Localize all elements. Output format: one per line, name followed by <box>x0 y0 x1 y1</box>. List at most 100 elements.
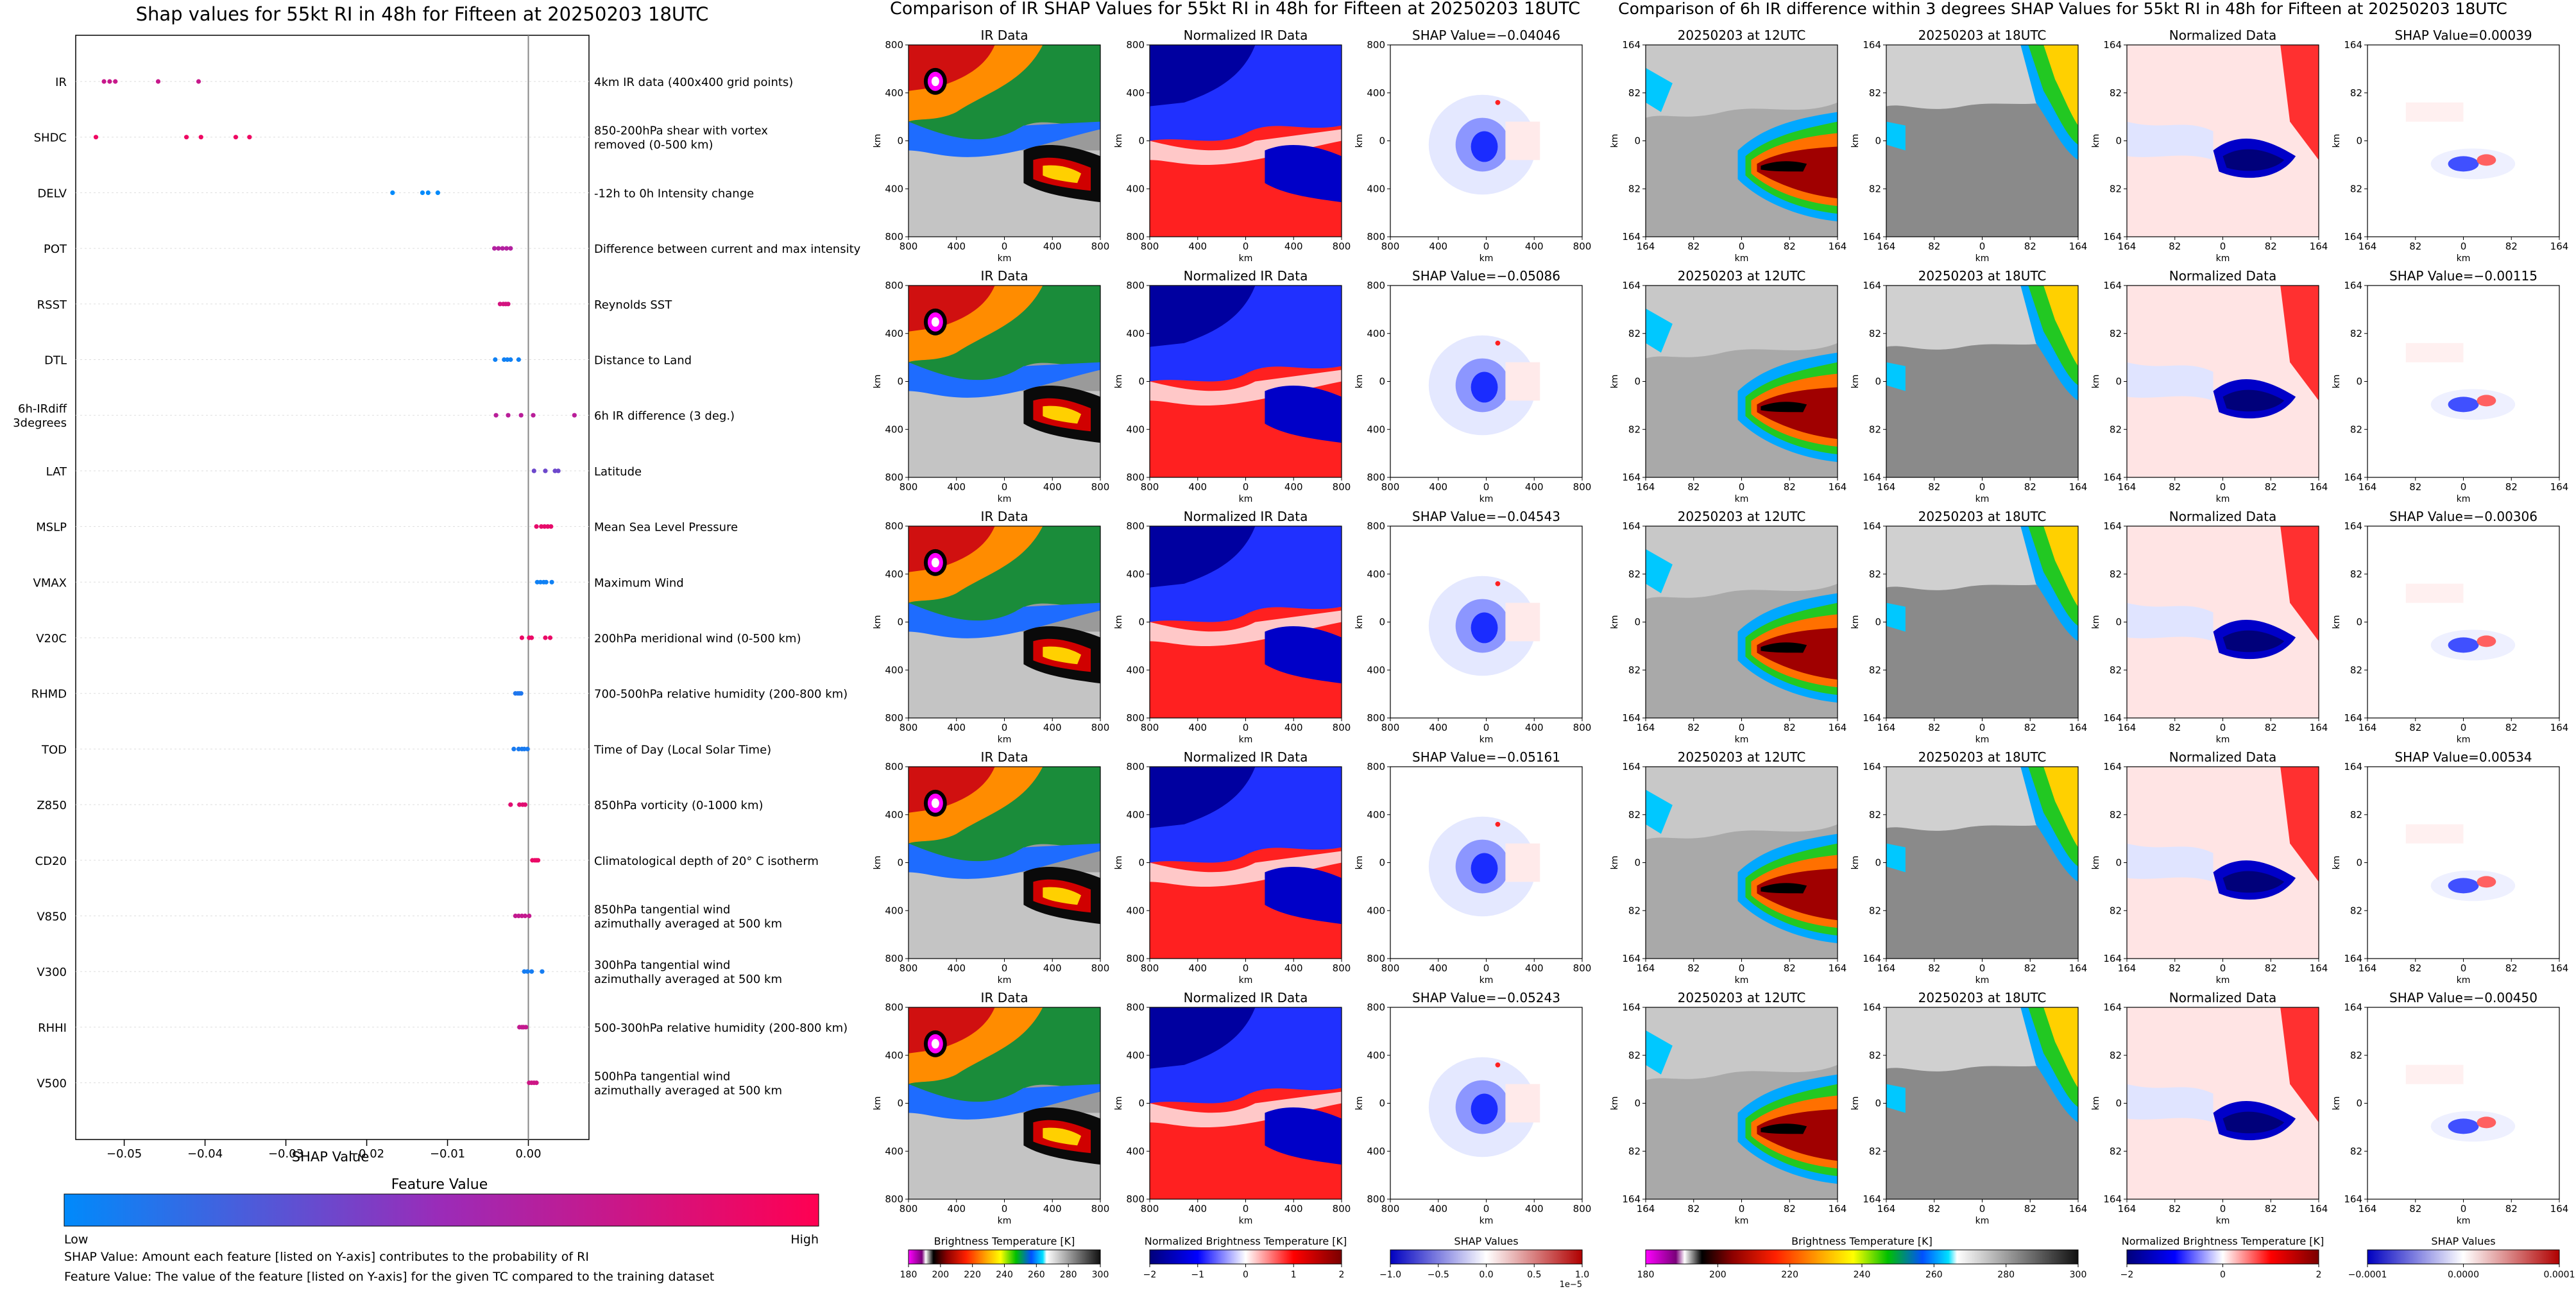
note-feature-value: Feature Value: The value of the feature … <box>64 1270 714 1284</box>
x-tick-label: 800 <box>1141 1203 1159 1215</box>
y-tick-label: 800 <box>1126 953 1145 964</box>
y-tick-label: 0 <box>1875 1098 1881 1109</box>
y-tick-label: 82 <box>2110 664 2122 676</box>
y-axis-label: km <box>2091 134 2101 148</box>
colorbar-tick-label: 0 <box>1243 1270 1249 1280</box>
y-tick-label: 82 <box>1628 1145 1641 1157</box>
image-panel: 20250203 at 12UTC1641648282008282164164k… <box>1610 268 1847 504</box>
y-axis-label: km <box>1850 134 1861 148</box>
x-tick-label: 0 <box>1243 1203 1249 1215</box>
colorbar-tick-label: −1 <box>1191 1270 1204 1280</box>
panel-image <box>2127 526 2319 718</box>
x-tick-label: 400 <box>1284 481 1303 493</box>
panel-title: Normalized Data <box>2169 990 2277 1005</box>
shap-point <box>522 746 527 751</box>
x-tick-label: 800 <box>1091 962 1110 974</box>
panel-image <box>908 1007 1100 1199</box>
feature-description-label: azimuthally averaged at 500 km <box>594 1084 782 1098</box>
y-tick-label: 164 <box>2344 761 2362 773</box>
x-tick-label: 164 <box>2069 241 2088 252</box>
x-tick-label: 164 <box>1637 241 1655 252</box>
y-tick-label: 164 <box>2344 472 2362 483</box>
x-tick-label: 400 <box>1043 1203 1062 1215</box>
y-tick-label: 164 <box>1863 280 1881 291</box>
shap-point <box>545 524 550 529</box>
y-tick-label: 82 <box>1628 905 1641 916</box>
x-tick-label: 82 <box>2505 962 2518 974</box>
y-tick-label: 800 <box>885 231 903 243</box>
shap-point <box>556 468 561 474</box>
panel-image <box>1646 1007 1838 1199</box>
x-tick-label: 0 <box>1243 722 1249 733</box>
colorbar-tick-label: 240 <box>996 1270 1013 1280</box>
shap-point <box>435 190 441 195</box>
x-tick-label: 400 <box>1284 241 1303 252</box>
x-tick-label: 164 <box>1877 481 1896 493</box>
image-colorbar: SHAP Values −0.0001 0.0000 0.0001 <box>2348 1235 2575 1280</box>
colorbar-tick-label: −0.0001 <box>2348 1270 2387 1280</box>
y-tick-label: 82 <box>2110 568 2122 580</box>
y-axis-label: km <box>1354 134 1365 148</box>
image-panel: Normalized Data1641648282008282164164kmk… <box>2091 28 2328 264</box>
y-tick-label: 400 <box>1126 1050 1145 1061</box>
y-tick-label: 164 <box>2103 472 2122 483</box>
y-tick-label: 164 <box>2344 39 2362 51</box>
x-tick-label: 400 <box>1043 962 1062 974</box>
x-tick-label: 400 <box>1429 481 1447 493</box>
colorbar-tick-label: 0.0 <box>1479 1270 1493 1280</box>
y-tick-label: 0 <box>897 617 903 628</box>
x-tick-label: 400 <box>1188 722 1207 733</box>
x-axis-label: km <box>1239 1216 1253 1226</box>
colorbar-gradient <box>1645 1249 2079 1265</box>
y-tick-label: 164 <box>1622 520 1641 532</box>
x-tick-label: 400 <box>1525 241 1544 252</box>
y-tick-label: 164 <box>2344 712 2362 724</box>
shap-point <box>198 135 203 140</box>
y-tick-label: 164 <box>2344 1193 2362 1205</box>
x-tick-label: 400 <box>947 241 966 252</box>
colorbar-tick-label: −2 <box>2120 1270 2134 1280</box>
x-axis-label: km <box>1735 253 1749 264</box>
image-panel: 20250203 at 12UTC1641648282008282164164k… <box>1610 990 1847 1226</box>
x-tick-label: 0 <box>2220 962 2226 974</box>
colorbar-tick-label: 280 <box>1997 1270 2015 1280</box>
x-tick-label: 0 <box>1483 1203 1490 1215</box>
x-tick-label: 82 <box>2169 481 2181 493</box>
y-tick-label: 800 <box>1126 712 1145 724</box>
y-tick-label: 82 <box>2350 183 2362 194</box>
shap-point <box>107 79 112 84</box>
panel-title: SHAP Value=−0.00115 <box>2389 268 2538 284</box>
x-tick-label: 400 <box>1525 962 1544 974</box>
panel-title: SHAP Value=−0.04543 <box>1412 509 1560 524</box>
x-tick-label: 0 <box>1739 722 1745 733</box>
panel-image <box>1646 767 1838 959</box>
y-tick-label: 82 <box>2350 568 2362 580</box>
image-panel: 20250203 at 18UTC1641648282008282164164k… <box>1850 28 2087 264</box>
y-tick-label: 82 <box>2350 809 2362 821</box>
shap-point <box>525 969 530 974</box>
x-tick-label: 800 <box>1381 962 1400 974</box>
y-tick-label: 82 <box>1869 328 1881 339</box>
x-tick-label: 800 <box>1381 241 1400 252</box>
y-tick-label: 400 <box>1367 423 1385 435</box>
x-tick-label: 82 <box>2169 241 2181 252</box>
feature-code-label: RSST <box>37 298 67 312</box>
y-tick-label: 800 <box>885 39 903 51</box>
x-tick-label: 164 <box>2310 722 2328 733</box>
image-panel: SHAP Value=−0.00450164164828200828216416… <box>2332 990 2568 1226</box>
shap-point <box>519 635 525 640</box>
panel-title: Normalized IR Data <box>1184 749 1308 765</box>
shap-point <box>543 579 549 585</box>
colorbar-gradient <box>1149 1249 1342 1265</box>
summary-title: Shap values for 55kt RI in 48h for Fifte… <box>136 3 709 25</box>
x-tick-label: 0 <box>1979 722 1986 733</box>
y-tick-label: 400 <box>1367 568 1385 580</box>
x-tick-label: 82 <box>2169 722 2181 733</box>
x-tick-label: 164 <box>2358 481 2377 493</box>
y-tick-label: 800 <box>1126 280 1145 291</box>
y-tick-label: 82 <box>2350 1050 2362 1061</box>
x-tick-label: 82 <box>2024 962 2036 974</box>
x-tick-label: 82 <box>2024 1203 2036 1215</box>
y-axis-label: km <box>1850 1097 1861 1111</box>
x-tick-label: 82 <box>1784 481 1796 493</box>
